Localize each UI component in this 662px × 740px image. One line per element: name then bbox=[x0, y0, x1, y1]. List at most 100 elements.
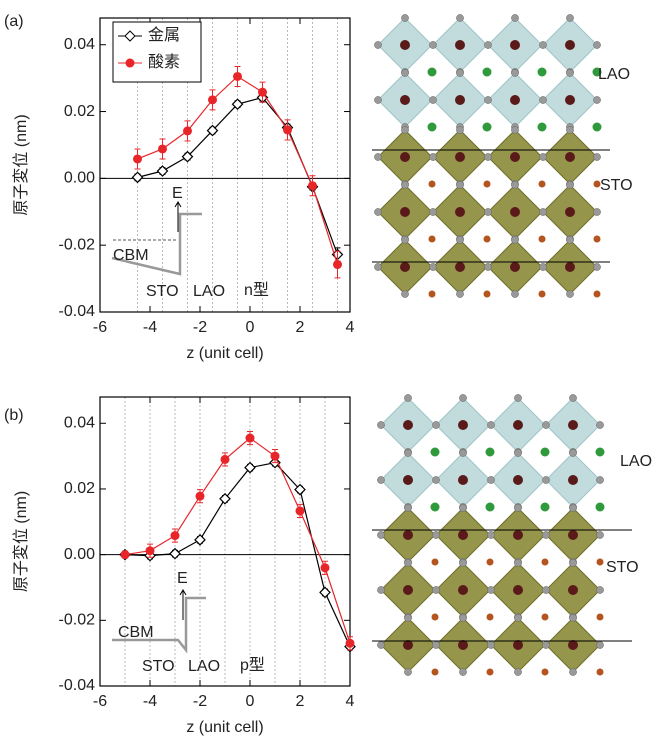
sr-atom bbox=[487, 614, 494, 621]
la-atom bbox=[541, 448, 550, 457]
x-tick-label: 4 bbox=[346, 319, 355, 336]
sr-atom bbox=[432, 614, 439, 621]
oxygen-atom bbox=[569, 614, 576, 621]
oxygen-atom bbox=[401, 181, 408, 188]
sr-atom bbox=[539, 236, 546, 243]
oxygen-atom bbox=[377, 531, 384, 538]
data-point bbox=[333, 260, 342, 269]
oxygen-atom bbox=[566, 14, 573, 21]
oxygen-atom bbox=[566, 69, 573, 76]
inset-label: LAO bbox=[188, 658, 220, 675]
y-tick-label: -0.04 bbox=[59, 677, 96, 694]
b-site-atom bbox=[400, 40, 410, 50]
la-atom bbox=[431, 503, 440, 512]
oxygen-atom bbox=[511, 126, 518, 133]
b-site-atom bbox=[510, 207, 520, 217]
structure-label: LAO bbox=[620, 453, 652, 470]
series-line bbox=[125, 438, 350, 643]
legend-label: 金属 bbox=[148, 26, 180, 44]
oxygen-atom bbox=[429, 263, 436, 270]
oxygen-atom bbox=[566, 126, 573, 133]
data-point bbox=[246, 434, 255, 443]
oxygen-atom bbox=[429, 153, 436, 160]
b-site-atom bbox=[403, 530, 413, 540]
b-site-atom bbox=[513, 530, 523, 540]
inset-label: STO bbox=[146, 283, 179, 300]
y-tick-label: -0.02 bbox=[59, 236, 96, 253]
la-atom bbox=[428, 123, 437, 132]
b-site-atom bbox=[565, 262, 575, 272]
y-tick-label: 0.04 bbox=[64, 414, 95, 431]
sr-atom bbox=[594, 291, 601, 298]
inset-label: CBM bbox=[113, 247, 149, 264]
oxygen-atom bbox=[596, 476, 603, 483]
oxygen-atom bbox=[569, 668, 576, 675]
oxygen-atom bbox=[487, 421, 494, 428]
oxygen-atom bbox=[593, 153, 600, 160]
oxygen-atom bbox=[514, 504, 521, 511]
sr-atom bbox=[432, 559, 439, 566]
oxygen-atom bbox=[514, 394, 521, 401]
oxygen-atom bbox=[542, 586, 549, 593]
oxygen-atom bbox=[401, 14, 408, 21]
oxygen-atom bbox=[401, 236, 408, 243]
sr-atom bbox=[542, 669, 549, 676]
oxygen-atom bbox=[401, 290, 408, 297]
sr-atom bbox=[594, 236, 601, 243]
x-tick-label: -2 bbox=[193, 319, 207, 336]
oxygen-atom bbox=[569, 449, 576, 456]
la-atom bbox=[483, 68, 492, 77]
oxygen-atom bbox=[404, 394, 411, 401]
data-point bbox=[296, 506, 305, 515]
oxygen-atom bbox=[429, 208, 436, 215]
oxygen-atom bbox=[593, 208, 600, 215]
oxygen-atom bbox=[487, 586, 494, 593]
b-site-atom bbox=[565, 207, 575, 217]
sr-atom bbox=[597, 669, 604, 676]
oxygen-atom bbox=[484, 96, 491, 103]
x-tick-label: 0 bbox=[246, 319, 255, 336]
structure-label: LAO bbox=[598, 66, 630, 83]
data-point bbox=[171, 531, 180, 540]
b-site-atom bbox=[400, 152, 410, 162]
oxygen-atom bbox=[456, 126, 463, 133]
oxygen-atom bbox=[539, 96, 546, 103]
data-point bbox=[121, 550, 130, 559]
oxygen-atom bbox=[511, 14, 518, 21]
oxygen-atom bbox=[432, 586, 439, 593]
x-tick-label: -6 bbox=[93, 693, 107, 710]
data-point bbox=[221, 455, 230, 464]
data-point bbox=[133, 172, 143, 182]
oxygen-atom bbox=[456, 236, 463, 243]
sr-atom bbox=[542, 614, 549, 621]
oxygen-atom bbox=[432, 531, 439, 538]
data-point bbox=[346, 639, 355, 648]
oxygen-atom bbox=[432, 421, 439, 428]
oxygen-atom bbox=[514, 449, 521, 456]
oxygen-atom bbox=[542, 421, 549, 428]
oxygen-atom bbox=[593, 263, 600, 270]
data-point bbox=[258, 88, 267, 97]
oxygen-atom bbox=[511, 69, 518, 76]
figure: LAOSTOLAOSTO-0.04-0.020.000.020.04-6-4-2… bbox=[0, 0, 662, 740]
oxygen-atom bbox=[514, 668, 521, 675]
x-axis-label: z (unit cell) bbox=[186, 345, 263, 362]
oxygen-atom bbox=[374, 41, 381, 48]
b-site-atom bbox=[568, 475, 578, 485]
inset-label: STO bbox=[142, 658, 175, 675]
b-site-atom bbox=[458, 585, 468, 595]
data-point bbox=[133, 154, 142, 163]
data-point bbox=[271, 452, 280, 461]
x-tick-label: 4 bbox=[346, 693, 355, 710]
oxygen-atom bbox=[542, 531, 549, 538]
oxygen-atom bbox=[484, 41, 491, 48]
inset-label: n型 bbox=[244, 281, 269, 299]
panel-label: (b) bbox=[4, 407, 24, 424]
oxygen-atom bbox=[459, 559, 466, 566]
structure-label: STO bbox=[600, 177, 633, 194]
oxygen-atom bbox=[542, 641, 549, 648]
panel-label: (a) bbox=[4, 13, 24, 30]
b-site-atom bbox=[400, 95, 410, 105]
data-point bbox=[170, 549, 180, 559]
y-axis-label: 原子変位 (nm) bbox=[12, 114, 30, 215]
